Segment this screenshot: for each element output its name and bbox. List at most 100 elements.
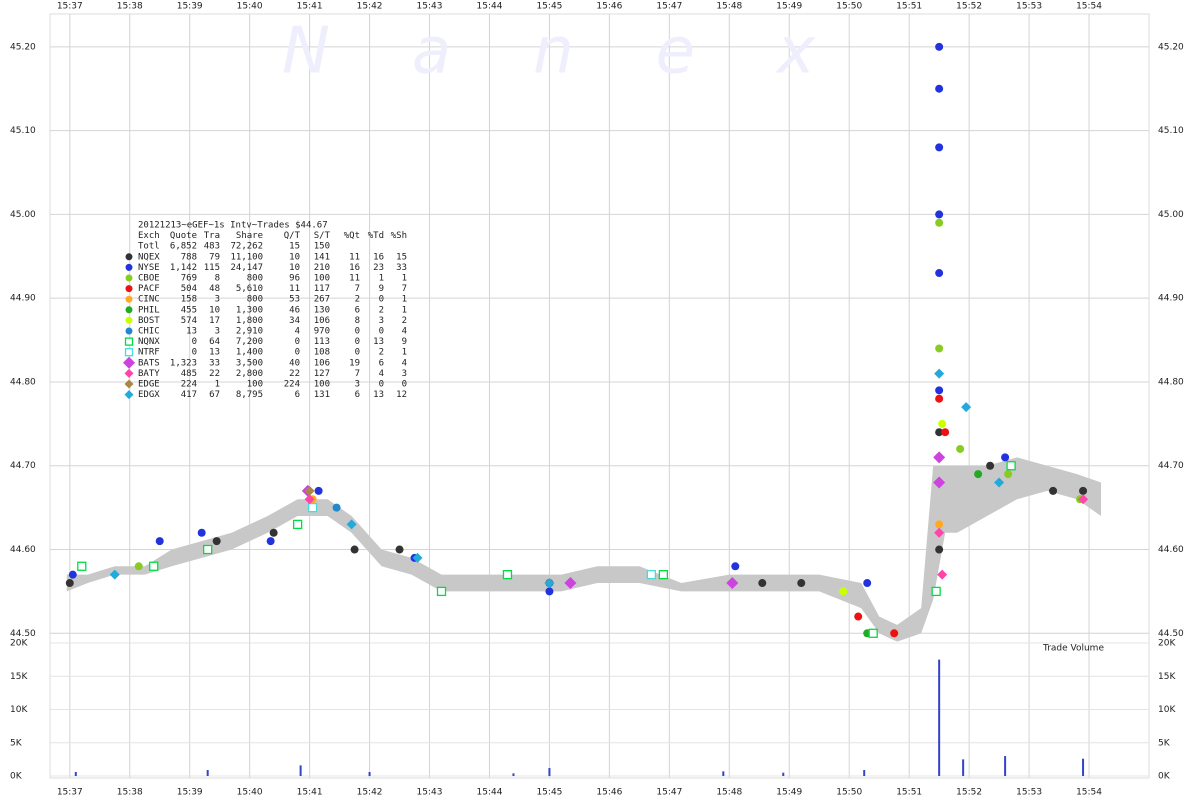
stats-cell: 96 (289, 274, 300, 284)
y-tick-label: 45.10 (10, 126, 36, 136)
trade-point (346, 519, 357, 530)
volume-bar (962, 759, 965, 776)
stats-cell: 10 (289, 263, 300, 273)
x-tick-label: 15:48 (716, 788, 742, 798)
stats-cell: 6 (355, 390, 360, 400)
stats-cell: 3 (215, 327, 220, 337)
legend-label: EDGE (138, 380, 160, 390)
x-tick-label: 15:42 (357, 788, 383, 798)
stats-cell: 100 (314, 274, 330, 284)
stats-cell: 13 (209, 348, 220, 358)
stats-cell: 2,800 (236, 369, 263, 379)
stats-total: 6,852 (170, 242, 197, 252)
stats-cell: 24,147 (230, 263, 263, 273)
stats-cell: 3 (402, 369, 407, 379)
legend-marker (124, 337, 134, 346)
x-tick-label: 15:52 (956, 2, 982, 12)
legend-label: BATS (138, 358, 160, 368)
volume-bar (299, 765, 302, 776)
stats-cell: 0 (192, 348, 197, 358)
stats-total: 15 (289, 242, 300, 252)
stats-header: Share (236, 231, 263, 241)
stats-cell: 7 (355, 284, 360, 294)
stats-cell: 1,400 (236, 348, 263, 358)
watermark: Nanex (282, 15, 897, 89)
trade-point (935, 386, 944, 395)
trade-point (935, 545, 944, 554)
x-tick-label: 15:45 (536, 788, 562, 798)
x-tick-label: 15:53 (1016, 788, 1042, 798)
stats-total: 72,262 (230, 242, 263, 252)
trade-point (134, 562, 143, 571)
stats-cell: 6 (295, 390, 300, 400)
trade-point (545, 587, 554, 596)
trade-point (938, 419, 947, 428)
volume-bar (206, 770, 209, 776)
legend-marker (125, 316, 133, 324)
trade-point (395, 545, 404, 554)
stats-cell: 8 (215, 274, 220, 284)
trade-point (203, 544, 213, 555)
trade-point (1078, 494, 1089, 505)
stats-cell: 5,610 (236, 284, 263, 294)
trade-point (863, 579, 872, 588)
y-tick-label: 0K (10, 772, 23, 782)
stats-cell: 141 (314, 252, 330, 262)
stats-cell: 455 (181, 305, 197, 315)
volume-bar (782, 772, 785, 776)
y-tick-label: 20K (1158, 639, 1176, 649)
stats-cell: 12 (396, 390, 407, 400)
trade-point (68, 570, 77, 579)
y-tick-label: 10K (1158, 705, 1176, 715)
y-tick-label: 44.50 (1158, 629, 1184, 639)
stats-cell: 267 (314, 295, 330, 305)
volume-bar (722, 771, 725, 776)
volume-title: Trade Volume (1042, 644, 1104, 654)
y-tick-label: 44.80 (1158, 377, 1184, 387)
stats-cell: 0 (355, 348, 360, 358)
trade-point (935, 84, 944, 93)
stats-cell: 33 (209, 358, 220, 368)
x-tick-label: 15:54 (1076, 788, 1102, 798)
legend-label: NTRF (138, 348, 160, 358)
legend-marker (124, 390, 134, 400)
trade-point (646, 570, 657, 580)
stats-cell: 769 (181, 274, 197, 284)
y-tick-label: 45.20 (10, 42, 36, 52)
trade-point (935, 42, 944, 51)
stats-cell: 6 (355, 305, 360, 315)
stats-cell: 127 (314, 369, 330, 379)
trade-point (935, 394, 944, 403)
trade-point (931, 586, 941, 597)
trade-point (1004, 470, 1013, 479)
trade-point (266, 537, 275, 546)
x-tick-label: 15:40 (237, 2, 263, 12)
trade-point (937, 569, 948, 580)
legend-label: EDGX (138, 390, 160, 400)
y-tick-label: 45.00 (10, 210, 36, 220)
legend-marker (124, 368, 134, 378)
stats-cell: 11 (349, 274, 360, 284)
stats-cell: 0 (192, 337, 197, 347)
trade-point (961, 402, 972, 413)
legend-marker (125, 263, 133, 271)
stats-cell: 10 (209, 305, 220, 315)
stats-cell: 8,795 (236, 390, 263, 400)
trade-point (994, 477, 1005, 488)
volume-bar (863, 770, 866, 776)
volume-bar (1082, 758, 1085, 776)
x-tick-label: 15:47 (656, 788, 682, 798)
trade-point (974, 470, 983, 479)
stats-cell: 800 (247, 274, 263, 284)
trade-point (77, 561, 87, 571)
stats-cell: 11 (289, 284, 300, 294)
trade-point (935, 218, 944, 227)
trade-point (436, 586, 447, 597)
y-tick-label: 44.50 (10, 629, 36, 639)
volume-bar (938, 659, 941, 776)
x-tick-label: 15:43 (417, 2, 443, 12)
y-tick-label: 0K (1158, 772, 1171, 782)
x-tick-label: 15:41 (297, 2, 323, 12)
stats-cell: 10 (289, 252, 300, 262)
